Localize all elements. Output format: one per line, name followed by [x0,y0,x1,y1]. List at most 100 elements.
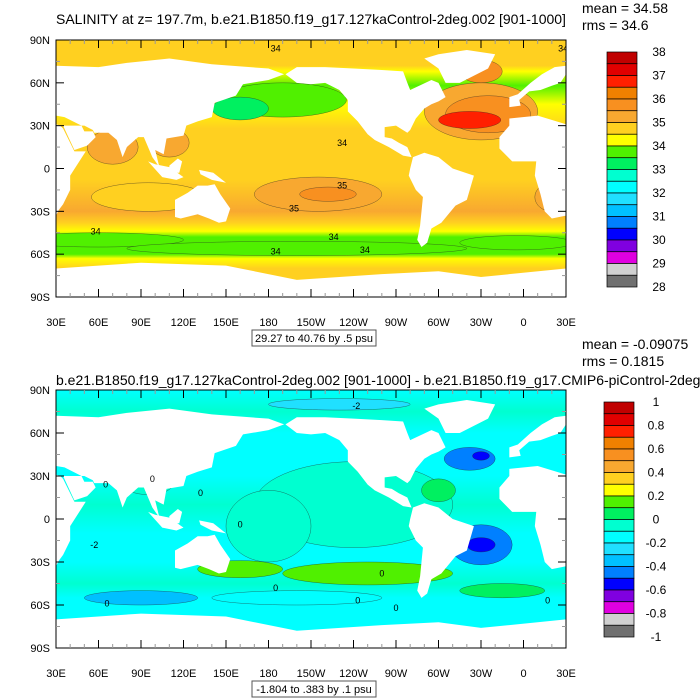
lat-label: 60N [30,78,50,90]
colorbar-box [603,613,635,626]
contour-label: 34 [337,138,347,148]
land-borneo [169,508,183,524]
colorbar-box [603,542,635,556]
lon-label: 120W [339,668,368,680]
mean-stat: mean = 34.58 [582,0,668,16]
lon-label: 150W [297,317,326,329]
lat-label: 30N [30,471,50,483]
colorbar-label: 0.8 [648,419,665,433]
lon-label: 0 [520,668,526,680]
contour-label: 35 [337,181,347,191]
land-africa-west [499,465,566,570]
land-arabia [63,476,96,501]
colorbar-box [603,519,635,532]
colorbar-label: -0.6 [646,583,667,597]
lon-label: 90W [385,317,408,329]
colorbar: 38 37 36 35 34 33 32 31 30 29 28 [606,45,666,294]
plot-title: SALINITY at z= 197.7m, b.e21.B1850.f19_g… [56,11,566,27]
land-australia [175,534,231,574]
colorbar-label: -0.8 [646,607,667,621]
colorbar-box [606,98,638,112]
colorbar-box [603,566,635,579]
colorbar-box [606,251,638,264]
land-greenland [424,400,496,433]
colorbar-box [606,263,638,276]
lon-label: 120E [171,317,197,329]
lat-label: 60S [30,600,50,612]
map-panel-1: 34 34 34 35 35 34 34 34 34 90N 60N 30N 0 30S 60S 90S 30E… [30,0,668,347]
info-box: -1.804 to .383 by .1 psu [251,680,377,698]
colorbar-box [606,75,638,88]
contour-label: 0 [238,520,243,530]
contour-region [211,590,383,606]
land-africa-west [499,115,566,219]
lon-label: 180 [259,668,277,680]
colorbar-box [603,448,635,462]
colorbar-box [603,589,635,603]
colorbar-box [606,239,638,253]
info-box-frame [251,329,377,347]
colorbar-box [603,577,635,591]
lat-label: 90S [30,643,50,655]
contour-label: 0 [355,596,360,606]
contour-region [472,451,490,461]
colorbar-box [603,436,635,450]
colorbar-label: 31 [652,210,666,224]
colorbar-box [603,413,635,426]
lat-label: 60S [30,249,50,261]
lat-label: 90N [30,35,50,47]
colorbar-box [606,169,638,182]
colorbar-label: 34 [652,139,666,153]
colorbar-box [606,192,638,206]
map-panel-2: -2 0 0 0 -2 0 0 0 0 0 0 0 90N 60N 30N 0 30S 60S 90S 30E 60E 9… [30,336,700,698]
land-north-america [285,67,446,158]
contour-region [268,398,411,411]
land-australia [175,184,231,223]
contour-region [421,478,456,503]
colorbar-label: 32 [652,186,666,200]
contour-region [225,490,312,563]
colorbar-label: -0.4 [646,560,667,574]
lon-label: 90W [385,668,408,680]
colorbar-label: 0.4 [648,466,665,480]
land-arabia [63,125,96,150]
contour-label: 0 [103,480,108,490]
info-box-text: 29.27 to 40.76 by .5 psu [255,333,373,345]
contour-label: 34 [329,232,339,242]
lon-label: 60E [89,668,109,680]
contour-label: 0 [393,603,398,613]
colorbar-label: 30 [652,233,666,247]
contour-label: 0 [104,599,109,609]
lat-label: 30S [30,206,50,218]
map-field: 34 34 34 35 35 34 34 34 34 [56,40,568,297]
lon-label: 120E [171,668,197,680]
contour-label: 0 [198,488,203,498]
land-africa-east [56,124,86,216]
lat-label: 90S [30,292,50,304]
colorbar-box [603,472,635,485]
contour-label: -2 [352,401,360,411]
colorbar-box [603,554,635,567]
land-south-america [408,152,474,248]
colorbar-box [606,145,638,159]
lon-label: 150W [297,668,326,680]
land-eurasia [56,58,285,168]
colorbar-box [603,530,635,544]
colorbar-label: 35 [652,116,666,130]
colorbar-box [606,227,638,241]
colorbar-label: 28 [652,280,666,294]
info-box-frame [251,680,377,698]
lon-label: 30E [46,317,66,329]
colorbar-box [603,425,635,438]
colorbar-box [606,63,638,76]
land-borneo [169,158,183,173]
contour-label: 34 [558,44,568,54]
contour-region [459,235,566,251]
colorbar-label: -0.2 [646,536,667,550]
land-north-america [285,417,446,508]
colorbar-box [603,483,635,497]
contour-label: 35 [289,203,299,213]
land-new-guinea [199,169,226,183]
contour-region [56,232,184,248]
